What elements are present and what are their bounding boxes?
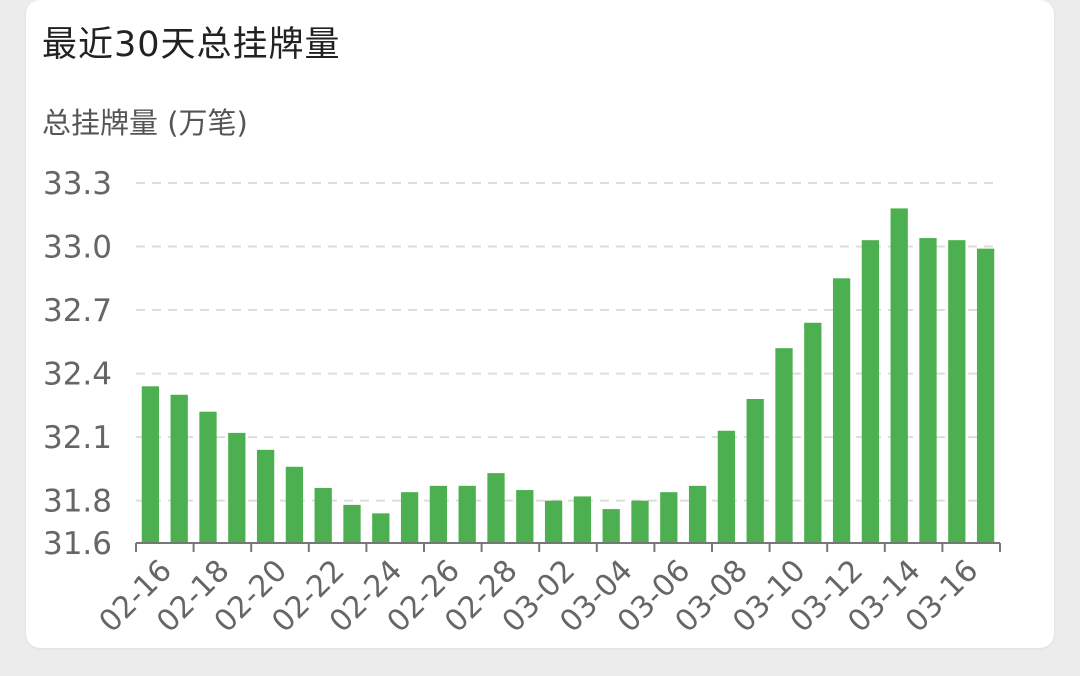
bar-03-02[interactable] — [544, 500, 563, 543]
y-tick-label: 32.4 — [43, 357, 112, 393]
bar-03-16[interactable] — [948, 240, 966, 544]
x-axis — [135, 542, 1001, 552]
bar-03-05[interactable] — [631, 500, 649, 543]
x-tick-labels: 02-1602-1802-2002-2202-2402-2602-2803-02… — [93, 553, 986, 639]
bar-03-09[interactable] — [746, 399, 764, 543]
bar-03-04[interactable] — [602, 509, 620, 543]
y-tick-label: 31.6 — [43, 526, 112, 562]
bar-03-10[interactable] — [775, 348, 793, 543]
bar-02-21[interactable] — [285, 466, 304, 543]
bar-03-07[interactable] — [688, 485, 707, 543]
bar-02-26[interactable] — [429, 485, 448, 543]
bar-02-17[interactable] — [170, 394, 188, 543]
y-tick-label: 33.3 — [43, 166, 112, 202]
bar-02-24[interactable] — [372, 513, 390, 543]
bar-02-25[interactable] — [400, 492, 419, 543]
bar-03-14[interactable] — [890, 208, 908, 544]
bar-02-28[interactable] — [487, 473, 505, 543]
bar-03-12[interactable] — [832, 278, 851, 543]
bar-03-01[interactable] — [516, 490, 534, 543]
y-tick-label: 31.8 — [43, 484, 112, 520]
y-tick-label: 32.7 — [43, 293, 112, 329]
chart-title: 最近30天总挂牌量 — [42, 25, 341, 65]
bar-02-18[interactable] — [199, 411, 217, 543]
bar-03-13[interactable] — [861, 240, 880, 544]
bar-02-19[interactable] — [228, 432, 246, 543]
chart-card: 最近30天总挂牌量 总挂牌量 (万笔) — [26, 0, 1054, 648]
bar-02-22[interactable] — [314, 487, 332, 543]
y-tick-label: 32.1 — [43, 420, 112, 456]
bar-03-08[interactable] — [717, 430, 736, 543]
y-tick-label: 33.0 — [43, 230, 112, 266]
bar-03-15[interactable] — [919, 238, 937, 543]
y-tick-labels: 31.6 31.8 32.1 32.4 32.7 33.0 33.3 — [43, 166, 112, 562]
bars — [141, 208, 995, 544]
bar-03-06[interactable] — [660, 492, 678, 543]
bar-03-17[interactable] — [976, 248, 995, 543]
bar-02-16[interactable] — [141, 386, 160, 543]
bar-02-20[interactable] — [256, 449, 275, 543]
bar-03-11[interactable] — [804, 322, 822, 543]
y-axis-title: 总挂牌量 (万笔) — [42, 106, 248, 140]
bar-02-23[interactable] — [343, 504, 361, 543]
bar-03-03[interactable] — [573, 496, 592, 543]
bar-02-27[interactable] — [458, 485, 476, 543]
